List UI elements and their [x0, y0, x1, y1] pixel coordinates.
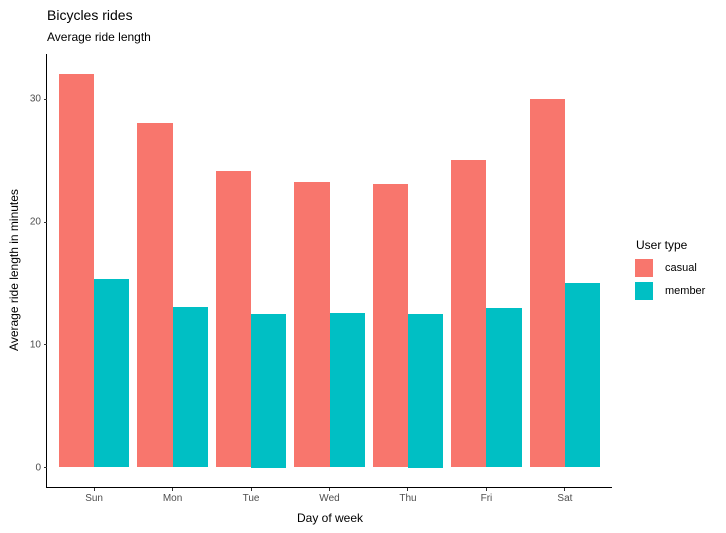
x-axis-tick	[250, 488, 252, 491]
legend-label: member	[665, 285, 706, 297]
bar-member-sat	[564, 283, 601, 468]
legend-swatch-casual	[635, 259, 653, 277]
x-axis-tick	[485, 488, 487, 491]
y-tick-label: 20	[29, 216, 41, 228]
legend-entry-member: member	[635, 282, 725, 300]
x-axis-tick	[407, 488, 409, 491]
bar-member-sun	[94, 278, 130, 468]
y-axis-tick	[44, 221, 47, 223]
x-axis-tick	[172, 488, 174, 491]
x-tick-label: Fri	[480, 493, 493, 504]
legend-title: User type	[636, 238, 688, 252]
x-tick-label: Sun	[85, 493, 103, 504]
bar-casual-tue	[215, 170, 252, 468]
y-axis-title: Average ride length in minutes	[7, 189, 21, 351]
bar-casual-sun	[58, 73, 95, 468]
x-tick-label: Tue	[242, 493, 260, 504]
x-tick-label: Mon	[162, 493, 183, 504]
legend: User type casual member	[635, 238, 725, 305]
bar-member-tue	[251, 314, 287, 468]
y-axis-tick	[44, 344, 47, 346]
bar-member-wed	[329, 312, 365, 468]
y-tick-label: 30	[29, 93, 41, 105]
chart-title: Bicycles rides	[47, 7, 133, 23]
x-axis-line	[46, 487, 612, 488]
bar-casual-wed	[294, 181, 330, 468]
legend-label: casual	[665, 262, 697, 274]
x-tick-label: Sat	[557, 493, 573, 504]
y-axis-tick	[44, 467, 47, 468]
bar-casual-mon	[137, 122, 173, 468]
chart-subtitle: Average ride length	[47, 30, 151, 44]
x-axis-title: Day of week	[296, 511, 364, 525]
x-tick-label: Wed	[319, 493, 340, 504]
y-axis-line	[46, 54, 47, 488]
legend-entries: casual member	[635, 259, 725, 300]
bar-member-fri	[486, 307, 522, 468]
bar-casual-thu	[372, 184, 408, 468]
legend-swatch-member	[635, 282, 653, 300]
bar-member-mon	[172, 306, 208, 468]
bar-member-thu	[407, 314, 444, 468]
x-axis-tick	[329, 488, 330, 491]
x-axis-tick	[564, 488, 566, 491]
bar-casual-sat	[529, 99, 565, 468]
y-axis-tick	[44, 98, 47, 100]
legend-entry-casual: casual	[635, 259, 725, 277]
x-tick-label: Thu	[399, 493, 417, 504]
y-tick-label: 10	[29, 339, 41, 351]
bar-casual-fri	[451, 159, 487, 468]
x-axis-tick	[93, 488, 95, 491]
y-tick-label: 0	[35, 462, 41, 473]
